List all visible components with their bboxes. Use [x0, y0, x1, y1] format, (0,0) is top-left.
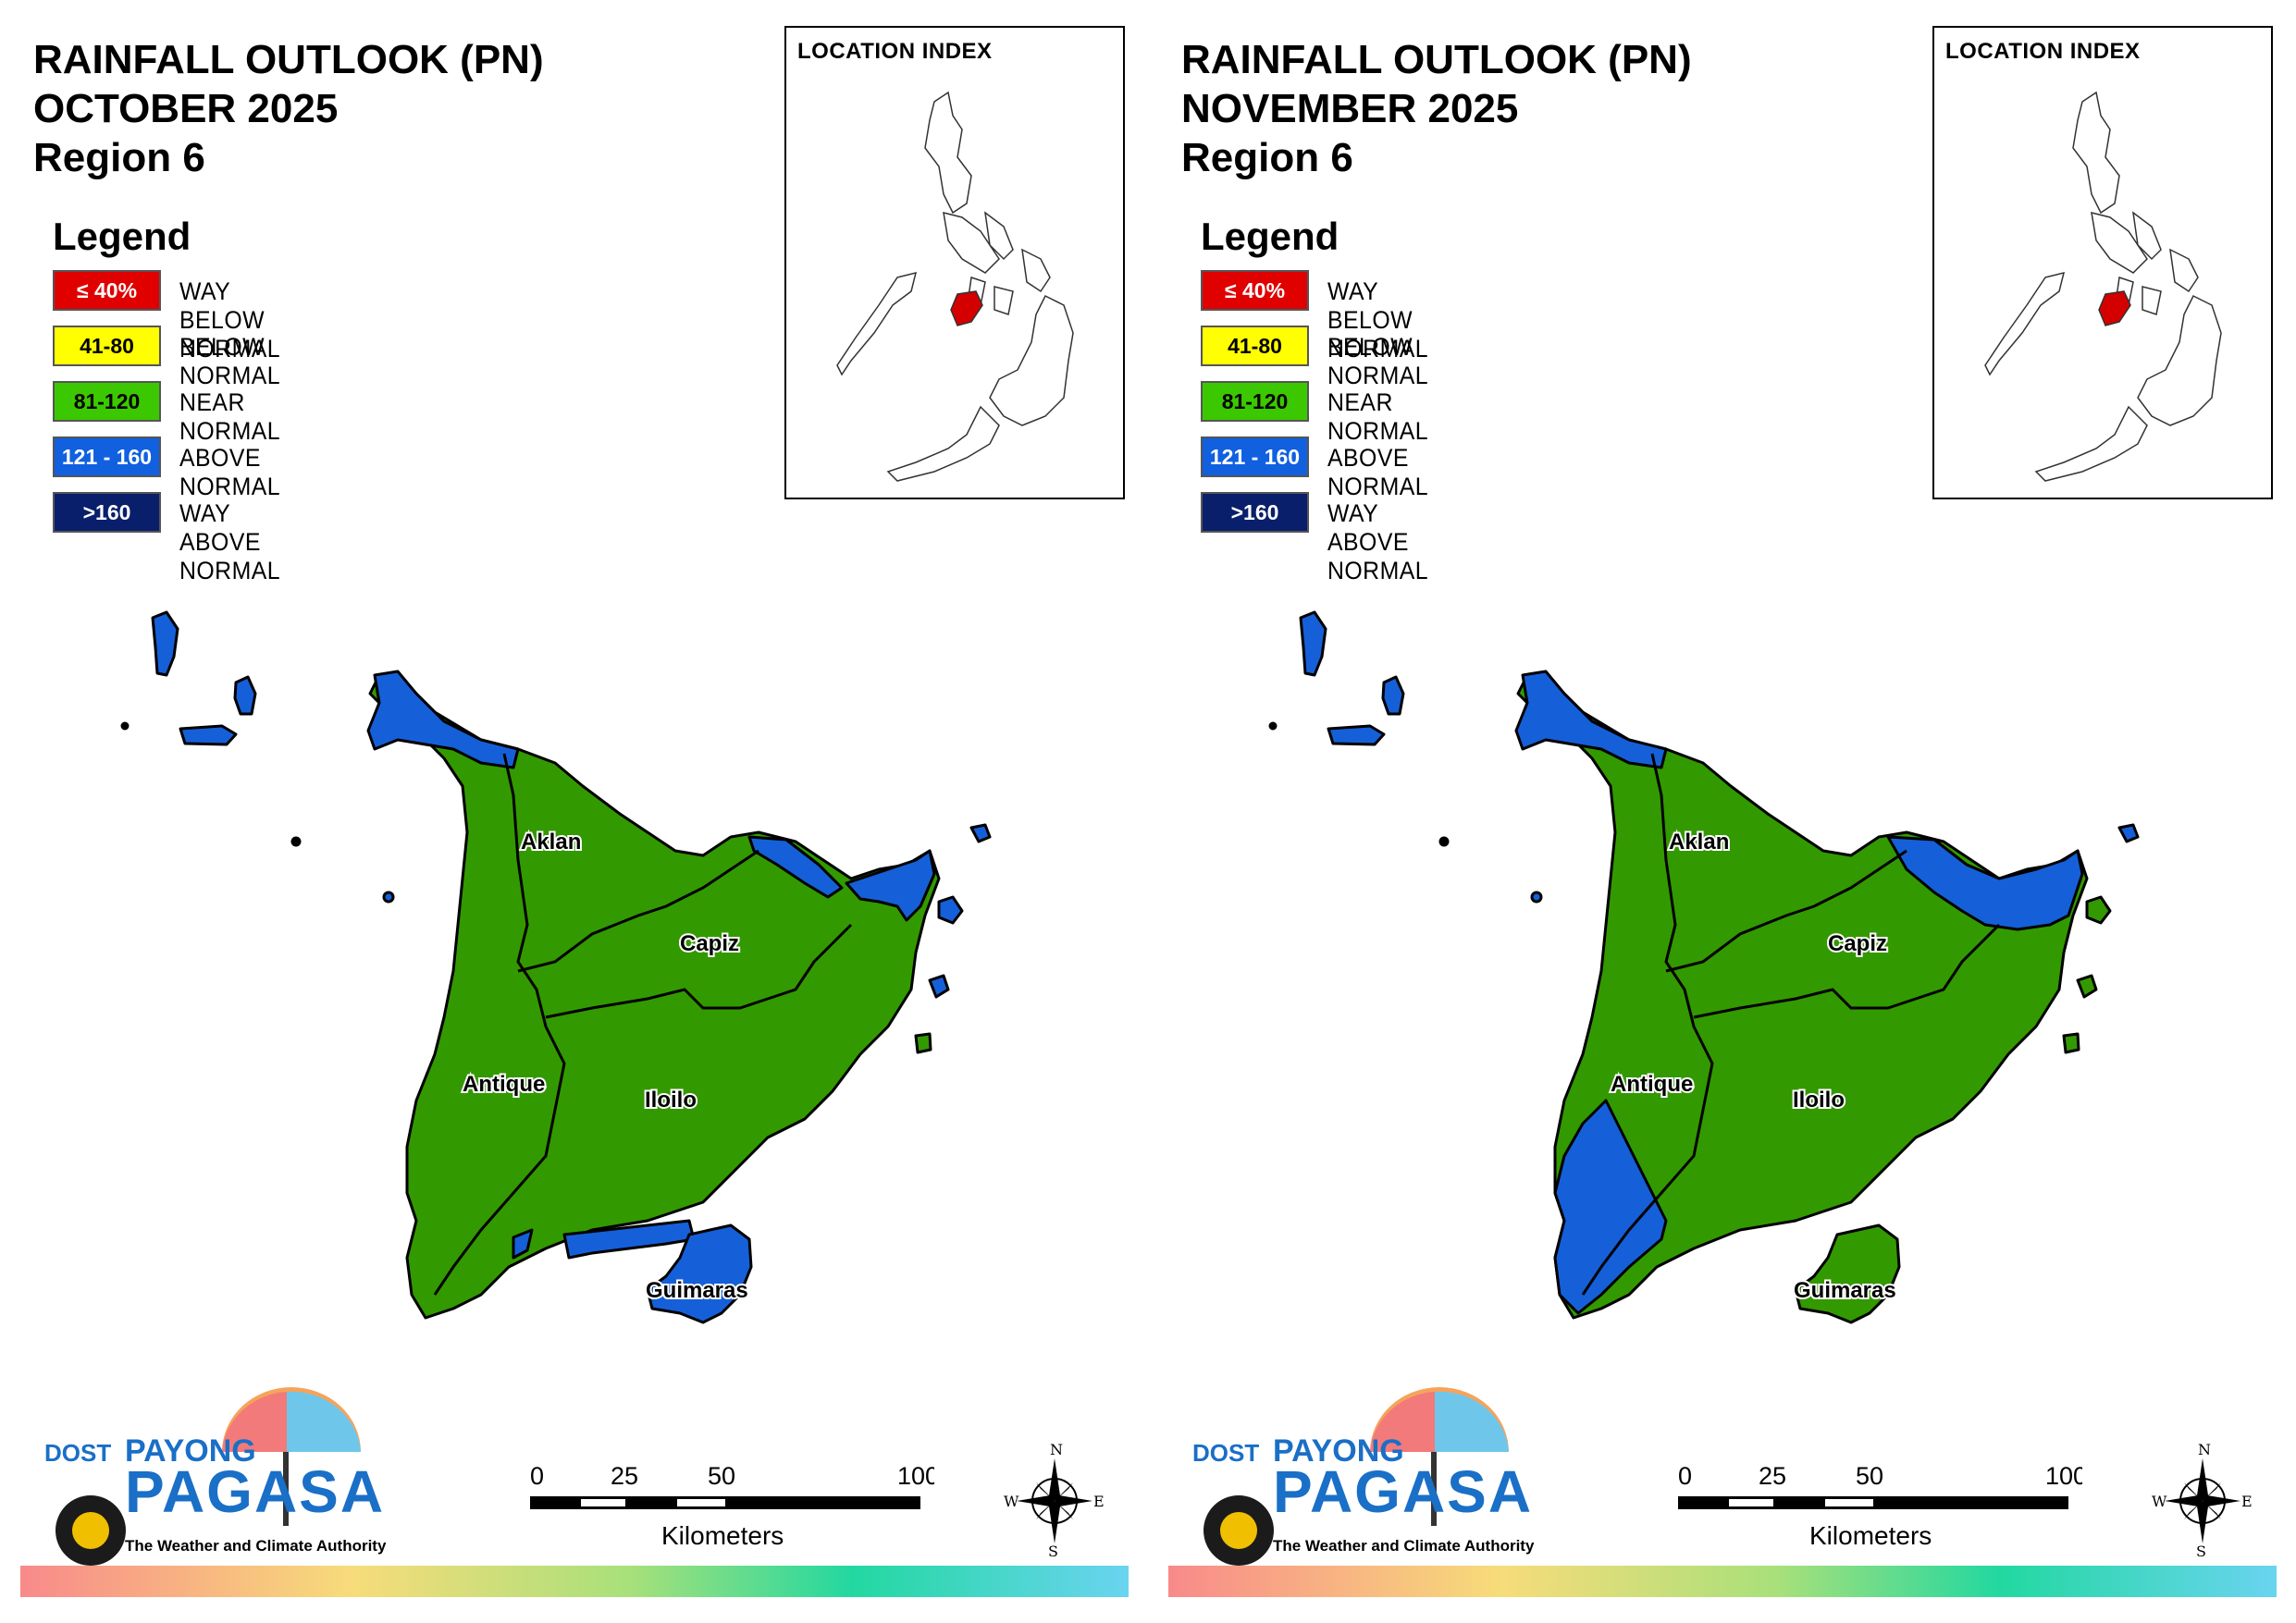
legend-label: ABOVE NORMAL	[179, 444, 281, 500]
legend-title: Legend	[53, 215, 191, 258]
scale-bar: 0 25 50 100 Kilometers	[530, 1462, 934, 1550]
location-index-title: LOCATION INDEX	[797, 39, 993, 64]
compass-e: E	[2241, 1493, 2253, 1510]
label-aklan: Aklan	[1669, 830, 1729, 855]
label-guimaras: Guimaras	[646, 1278, 748, 1303]
payong-text: PAYONG	[1273, 1433, 1404, 1469]
title-line-1: RAINFALL OUTLOOK (PN)	[33, 37, 544, 82]
compass-s: S	[1048, 1543, 1058, 1558]
pagasa-text: PAGASA	[1273, 1458, 1533, 1525]
legend-label: WAY BELOW NORMAL	[179, 277, 281, 363]
compass-w: W	[2152, 1493, 2167, 1510]
title-line-3: Region 6	[33, 135, 205, 180]
legend-swatch: ≤ 40%	[1201, 270, 1309, 311]
scale-tick-100: 100	[2045, 1462, 2082, 1490]
scale-tick-25: 25	[611, 1462, 638, 1490]
location-index: LOCATION INDEX	[784, 26, 1125, 499]
legend: Legend ≤ 40% WAY BELOW NORMAL 41-80 BELO…	[1201, 215, 1428, 584]
scale-tick-25: 25	[1759, 1462, 1786, 1490]
scale-tick-50: 50	[1856, 1462, 1883, 1490]
legend-label: NEAR NORMAL	[1327, 388, 1429, 445]
legend-label: WAY BELOW NORMAL	[1327, 277, 1429, 363]
label-guimaras: Guimaras	[1794, 1278, 1896, 1303]
label-aklan: Aklan	[521, 830, 581, 855]
scale-bar: 0 25 50 100 Kilometers	[1678, 1462, 2082, 1550]
legend-swatch: 41-80	[1201, 326, 1309, 366]
compass-w: W	[1004, 1493, 1019, 1510]
scale-tick-0: 0	[530, 1462, 544, 1490]
tagline-text: The Weather and Climate Authority	[125, 1537, 387, 1555]
legend-item: 81-120 NEAR NORMAL	[53, 381, 280, 445]
region-6-highlight	[950, 290, 983, 326]
dost-text: DOST	[44, 1439, 111, 1467]
pagasa-logo: DOST PAYONG PAGASA The Weather and Clima…	[1176, 1387, 1537, 1572]
legend-swatch: 81-120	[1201, 381, 1309, 422]
legend-item: >160 WAY ABOVE NORMAL	[53, 492, 280, 584]
map-title: RAINFALL OUTLOOK (PN) NOVEMBER 2025 Regi…	[1181, 35, 1692, 182]
compass-n: N	[1050, 1441, 1063, 1458]
legend-swatch: 121 - 160	[1201, 436, 1309, 477]
location-index-title: LOCATION INDEX	[1945, 39, 2141, 64]
legend-item: 41-80 BELOW NORMAL	[1201, 326, 1428, 389]
scale-unit: Kilometers	[661, 1521, 784, 1550]
legend-swatch: 41-80	[53, 326, 161, 366]
north-arrow: N S W E	[1004, 1441, 1105, 1558]
scale-tick-50: 50	[708, 1462, 735, 1490]
label-iloilo: Iloilo	[1793, 1088, 1845, 1113]
location-index: LOCATION INDEX	[1932, 26, 2273, 499]
legend-item: ≤ 40% WAY BELOW NORMAL	[53, 270, 280, 363]
legend-item: ≤ 40% WAY BELOW NORMAL	[1201, 270, 1428, 363]
legend-label: ABOVE NORMAL	[1327, 444, 1429, 500]
legend-label: WAY ABOVE NORMAL	[1327, 499, 1429, 584]
legend-label: NEAR NORMAL	[179, 388, 281, 445]
north-arrow: N S W E	[2152, 1441, 2253, 1558]
tagline-text: The Weather and Climate Authority	[1273, 1537, 1535, 1555]
legend-label: BELOW NORMAL	[179, 333, 281, 389]
legend-swatch: 121 - 160	[53, 436, 161, 477]
payong-text: PAYONG	[125, 1433, 256, 1469]
title-line-2: NOVEMBER 2025	[1181, 86, 1519, 131]
region-6-highlight	[2098, 290, 2131, 326]
october-panel: RAINFALL OUTLOOK (PN) OCTOBER 2025 Regio…	[20, 26, 1129, 1597]
compass-s: S	[2196, 1543, 2206, 1558]
scale-unit: Kilometers	[1809, 1521, 1932, 1550]
title-line-3: Region 6	[1181, 135, 1353, 180]
november-panel: RAINFALL OUTLOOK (PN) NOVEMBER 2025 Regi…	[1148, 0, 2296, 1623]
philippines-map	[1984, 91, 2222, 482]
label-iloilo: Iloilo	[645, 1088, 697, 1113]
legend-item: 41-80 BELOW NORMAL	[53, 326, 280, 389]
region-map: Aklan Capiz Antique Iloilo Guimaras	[1268, 610, 2140, 1324]
label-antique: Antique	[463, 1072, 545, 1097]
title-line-2: OCTOBER 2025	[33, 86, 339, 131]
title-line-1: RAINFALL OUTLOOK (PN)	[1181, 37, 1692, 82]
label-capiz: Capiz	[680, 931, 739, 956]
philippines-map	[836, 91, 1074, 482]
legend-item: 121 - 160 ABOVE NORMAL	[1201, 436, 1428, 500]
scale-tick-100: 100	[897, 1462, 934, 1490]
map-title: RAINFALL OUTLOOK (PN) OCTOBER 2025 Regio…	[33, 35, 544, 182]
legend-item: >160 WAY ABOVE NORMAL	[1201, 492, 1428, 584]
compass-n: N	[2198, 1441, 2211, 1458]
color-stripe	[1168, 1566, 2277, 1597]
compass-e: E	[1093, 1493, 1105, 1510]
legend-swatch: 81-120	[53, 381, 161, 422]
label-capiz: Capiz	[1828, 931, 1887, 956]
legend-item: 121 - 160 ABOVE NORMAL	[53, 436, 280, 500]
pagasa-text: PAGASA	[125, 1458, 385, 1525]
legend-swatch: >160	[53, 492, 161, 533]
legend-label: BELOW NORMAL	[1327, 333, 1429, 389]
pagasa-logo: DOST PAYONG PAGASA The Weather and Clima…	[28, 1387, 389, 1572]
label-antique: Antique	[1611, 1072, 1693, 1097]
color-stripe	[20, 1566, 1129, 1597]
dost-text: DOST	[1192, 1439, 1259, 1467]
legend-swatch: ≤ 40%	[53, 270, 161, 311]
legend-title: Legend	[1201, 215, 1339, 258]
legend: Legend ≤ 40% WAY BELOW NORMAL 41-80 BELO…	[53, 215, 280, 584]
legend-swatch: >160	[1201, 492, 1309, 533]
legend-item: 81-120 NEAR NORMAL	[1201, 381, 1428, 445]
scale-tick-0: 0	[1678, 1462, 1692, 1490]
region-map: Aklan Capiz Antique Iloilo Guimaras	[120, 610, 992, 1324]
legend-label: WAY ABOVE NORMAL	[179, 499, 281, 584]
